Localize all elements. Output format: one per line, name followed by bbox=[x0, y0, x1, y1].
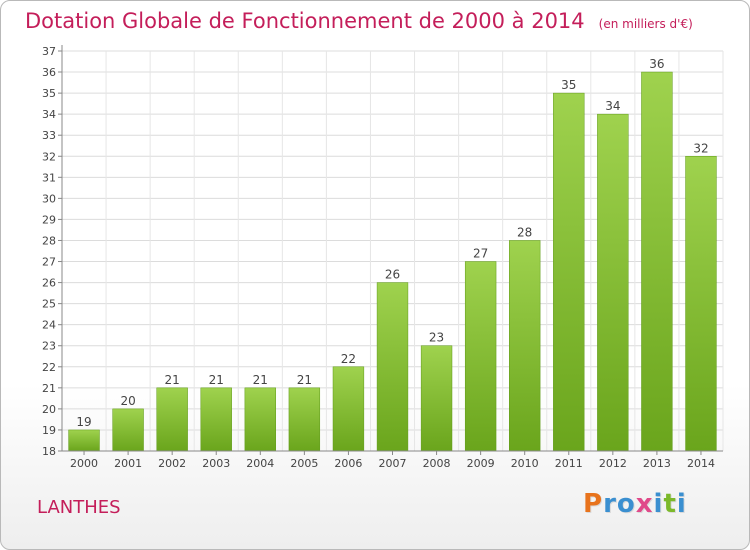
y-tick-label: 26 bbox=[42, 277, 56, 290]
chart-title: Dotation Globale de Fonctionnement de 20… bbox=[25, 9, 585, 33]
y-tick-label: 29 bbox=[42, 213, 56, 226]
x-tick-label: 2008 bbox=[423, 457, 451, 470]
y-tick-label: 18 bbox=[42, 445, 56, 458]
chart-subtitle: (en milliers d'€) bbox=[598, 17, 693, 31]
bar-2005 bbox=[288, 387, 321, 452]
x-tick-label: 2012 bbox=[599, 457, 627, 470]
logo-letter: t bbox=[663, 489, 677, 519]
y-tick-label: 28 bbox=[42, 234, 56, 247]
bar-2006 bbox=[332, 366, 365, 452]
bar-2012 bbox=[597, 113, 629, 452]
bar-2014 bbox=[685, 156, 717, 452]
data-label: 21 bbox=[209, 373, 224, 387]
data-label: 19 bbox=[76, 415, 91, 429]
bar-2009 bbox=[464, 261, 497, 452]
data-label: 35 bbox=[561, 78, 576, 92]
bar-2002 bbox=[156, 387, 188, 452]
y-tick-label: 34 bbox=[42, 108, 56, 121]
x-tick-label: 2002 bbox=[158, 457, 186, 470]
chart-title-row: Dotation Globale de Fonctionnement de 20… bbox=[25, 9, 693, 33]
data-label: 36 bbox=[649, 57, 664, 71]
bar-2003 bbox=[200, 387, 232, 452]
logo-letter: P bbox=[583, 489, 604, 519]
bar-2013 bbox=[641, 71, 673, 452]
x-tick-label: 2006 bbox=[334, 457, 362, 470]
commune-name: LANTHES bbox=[37, 497, 121, 518]
y-tick-label: 19 bbox=[42, 424, 56, 437]
x-tick-label: 2001 bbox=[114, 457, 142, 470]
x-tick-label: 2013 bbox=[643, 457, 671, 470]
data-label: 34 bbox=[605, 99, 620, 113]
y-tick-label: 23 bbox=[42, 340, 56, 353]
y-tick-label: 31 bbox=[42, 171, 56, 184]
logo-letter: i bbox=[676, 489, 687, 519]
bar-2001 bbox=[112, 408, 144, 452]
bar-2004 bbox=[244, 387, 276, 452]
bar-2010 bbox=[509, 240, 541, 452]
y-tick-label: 36 bbox=[42, 66, 56, 79]
x-tick-label: 2009 bbox=[467, 457, 495, 470]
data-label: 21 bbox=[253, 373, 268, 387]
y-tick-label: 33 bbox=[42, 129, 56, 142]
data-label: 26 bbox=[385, 268, 400, 282]
data-label: 23 bbox=[429, 331, 444, 345]
data-label: 27 bbox=[473, 247, 488, 261]
data-label: 21 bbox=[297, 373, 312, 387]
proxiti-logo: Proxiti bbox=[583, 489, 687, 519]
x-tick-label: 2014 bbox=[687, 457, 715, 470]
bars bbox=[68, 71, 717, 452]
x-tick-label: 2007 bbox=[379, 457, 407, 470]
logo-letter: r bbox=[603, 489, 617, 519]
labels: 18 19 20 21 22 23 24 25 26 27 28 29 30 31 32 33 34 35 36 37… bbox=[42, 45, 715, 470]
y-tick-label: 32 bbox=[42, 150, 56, 163]
data-label: 32 bbox=[693, 141, 708, 155]
x-tick-label: 2004 bbox=[246, 457, 274, 470]
y-tick-label: 25 bbox=[42, 298, 56, 311]
x-tick-label: 2000 bbox=[70, 457, 98, 470]
y-tick-label: 27 bbox=[42, 256, 56, 269]
bar-2000 bbox=[68, 429, 100, 452]
bar-2011 bbox=[553, 92, 585, 452]
data-label: 20 bbox=[120, 394, 135, 408]
bar-2007 bbox=[376, 282, 409, 452]
data-label: 22 bbox=[341, 352, 356, 366]
data-label: 28 bbox=[517, 225, 532, 239]
y-tick-label: 35 bbox=[42, 87, 56, 100]
axes bbox=[58, 45, 723, 455]
y-tick-label: 24 bbox=[42, 319, 56, 332]
y-tick-label: 20 bbox=[42, 403, 56, 416]
y-tick-label: 22 bbox=[42, 361, 56, 374]
x-tick-label: 2003 bbox=[202, 457, 230, 470]
x-tick-label: 2005 bbox=[290, 457, 318, 470]
logo-letter: x bbox=[635, 489, 654, 519]
data-label: 21 bbox=[165, 373, 180, 387]
x-tick-label: 2010 bbox=[511, 457, 539, 470]
logo-letter: o bbox=[616, 489, 636, 519]
logo-letter: i bbox=[653, 489, 664, 519]
y-tick-label: 21 bbox=[42, 382, 56, 395]
bar-2008 bbox=[420, 345, 453, 452]
x-tick-label: 2011 bbox=[555, 457, 583, 470]
y-tick-label: 30 bbox=[42, 192, 56, 205]
y-tick-label: 37 bbox=[42, 45, 56, 58]
